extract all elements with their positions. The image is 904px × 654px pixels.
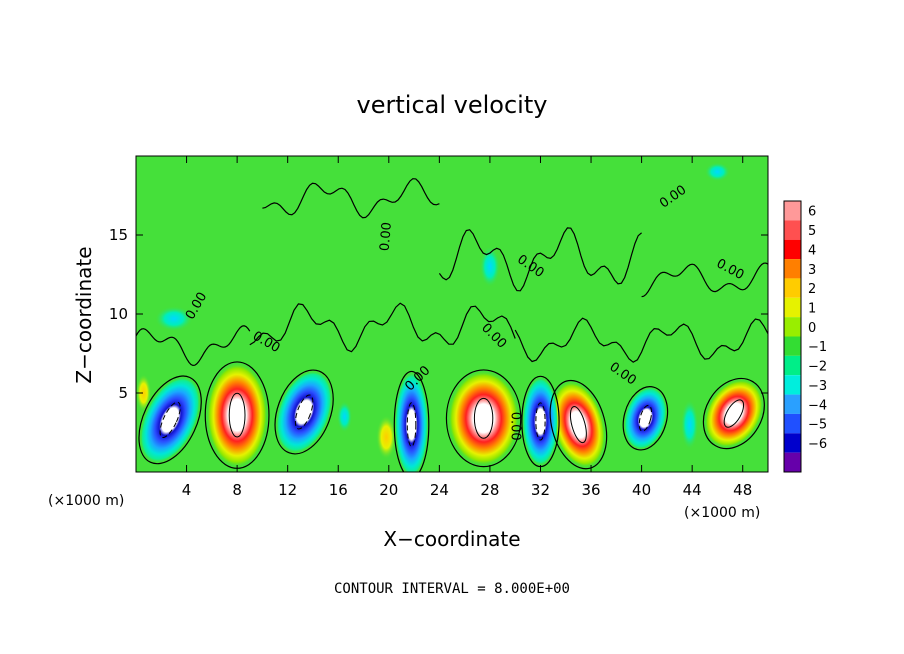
inner-contour: [723, 399, 745, 428]
colorbar: 6 5 4 3 2 1 0 −1 −2 −3 −4 −5 −6: [783, 200, 827, 473]
colorbar-swatch: [784, 201, 801, 221]
inner-contour: [294, 394, 314, 430]
zero-contour: [641, 262, 768, 298]
colorbar-label: 5: [808, 224, 816, 239]
colorbar-label: 2: [808, 282, 816, 297]
colorbar-swatch: [784, 394, 801, 414]
x-tick-label: 8: [232, 481, 242, 499]
x-tick-label: 44: [683, 481, 702, 499]
velocity-cell: [336, 400, 353, 433]
y-tick-label: 5: [118, 384, 128, 402]
zero-contour: [514, 317, 768, 363]
velocity-cell: [376, 415, 397, 460]
colorbar-label: 0: [808, 321, 816, 336]
chart-title: vertical velocity: [357, 91, 548, 119]
velocity-cell: [276, 370, 332, 453]
zero-contour: [445, 369, 522, 468]
colorbar-swatch: [784, 452, 801, 472]
colorbar-label: −1: [808, 340, 827, 355]
x-tick-label: 40: [632, 481, 651, 499]
colorbar-label: −6: [808, 437, 827, 452]
x-unit-label-right: (×1000 m): [684, 505, 760, 521]
zero-contour: [136, 325, 251, 367]
x-axis: 4 8 12 16 20 24 28 32 36 40 44 48: [182, 156, 752, 499]
x-tick-label: 36: [581, 481, 600, 499]
y-tick-label: 10: [109, 305, 128, 323]
colorbar-swatch: [784, 355, 801, 376]
colorbar-frame: [783, 200, 802, 473]
zero-contour: [622, 386, 669, 451]
colorbar-swatch: [784, 259, 801, 279]
x-tick-label: 12: [278, 481, 297, 499]
velocity-cell: [154, 306, 193, 332]
colorbar-swatch: [784, 317, 801, 337]
velocity-cell: [395, 372, 428, 472]
x-tick-label: 32: [531, 481, 550, 499]
inner-contour: [406, 402, 417, 447]
zero-contour: [249, 302, 516, 353]
velocity-cell: [479, 246, 501, 288]
inner-contour: [159, 401, 181, 439]
colorbar-swatch: [784, 239, 801, 260]
inner-contour: [535, 402, 546, 441]
x-tick-label: 16: [329, 481, 348, 499]
velocity-cell: [680, 399, 699, 450]
y-tick-label: 15: [109, 226, 128, 244]
velocity-cell: [136, 374, 152, 412]
velocity-cell: [206, 362, 268, 468]
zero-contours: [136, 178, 768, 472]
zero-contour: [138, 375, 202, 465]
zero-contour: [262, 178, 440, 219]
velocity-cell: [624, 387, 667, 450]
inner-contour: [473, 397, 494, 439]
y-axis: 5 10 15: [109, 226, 768, 402]
colorbar-swatch: [784, 433, 801, 453]
contour-label: 0.00: [378, 222, 395, 252]
plot-area: 0.000.000.000.000.000.000.000.000.000.00: [135, 155, 769, 473]
colorbar-label: −2: [808, 360, 827, 375]
contour-label: 0.00: [508, 412, 523, 441]
colorbar-label: 6: [808, 205, 816, 220]
colorbar-label: −5: [808, 418, 827, 433]
colorbar-swatch: [784, 413, 801, 434]
x-tick-label: 48: [733, 481, 752, 499]
velocity-cell: [140, 376, 201, 463]
colorbar-swatch: [784, 278, 801, 298]
colorbar-label: 1: [808, 301, 816, 316]
zero-contour: [549, 379, 608, 470]
zero-contour: [702, 377, 765, 450]
y-axis-label: Z−coordinate: [72, 246, 96, 383]
velocity-cell: [704, 162, 731, 182]
x-tick-label: 4: [182, 481, 192, 499]
velocity-cells: [136, 162, 764, 472]
x-axis-label: X−coordinate: [383, 527, 520, 551]
inner-contour: [228, 392, 246, 438]
x-tick-label: 20: [379, 481, 398, 499]
velocity-cell: [551, 381, 606, 468]
x-unit-label-left: (×1000 m): [48, 493, 124, 509]
colorbar-swatch: [784, 297, 801, 318]
velocity-cell: [704, 379, 764, 448]
x-tick-label: 28: [480, 481, 499, 499]
zero-contour: [438, 227, 642, 292]
colorbar-label: −4: [808, 398, 827, 413]
contour-interval-note: CONTOUR INTERVAL = 8.000E+00: [334, 581, 570, 597]
colorbar-label: −3: [808, 379, 827, 394]
colorbar-swatch: [784, 336, 801, 356]
x-tick-label: 24: [430, 481, 449, 499]
velocity-cell: [522, 377, 559, 466]
colorbar-swatch: [784, 375, 801, 395]
inner-contour: [569, 406, 587, 444]
velocity-cell: [448, 370, 519, 466]
colorbar-label: 4: [808, 243, 816, 258]
inner-contour: [638, 404, 653, 432]
colorbar-label: 3: [808, 263, 816, 278]
zero-contour: [393, 370, 430, 472]
colorbar-swatch: [784, 220, 801, 240]
zero-contour: [274, 369, 334, 455]
